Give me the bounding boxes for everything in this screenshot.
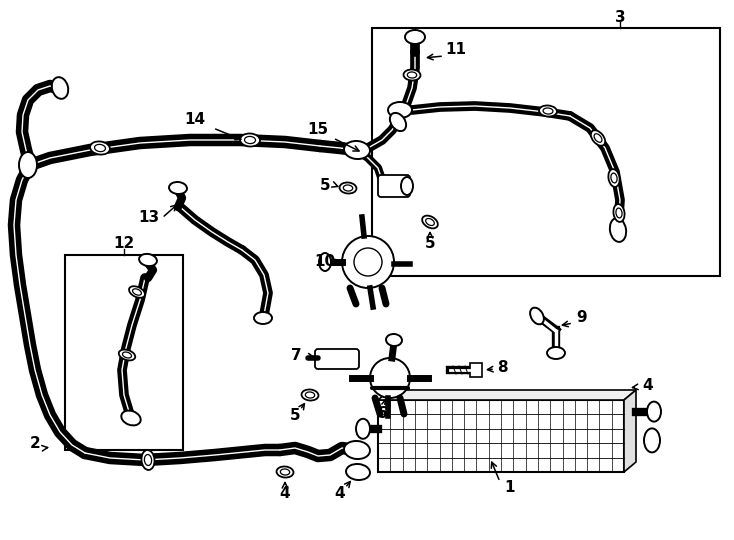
Ellipse shape	[388, 102, 412, 118]
Ellipse shape	[52, 77, 68, 99]
Ellipse shape	[594, 134, 602, 142]
Text: 14: 14	[184, 112, 206, 127]
Text: 1: 1	[505, 481, 515, 496]
Ellipse shape	[133, 289, 142, 295]
Ellipse shape	[539, 105, 557, 117]
Ellipse shape	[386, 334, 402, 346]
Ellipse shape	[356, 419, 370, 439]
Text: 6: 6	[377, 406, 388, 421]
Ellipse shape	[305, 392, 315, 398]
Bar	[65, 255, 183, 450]
Text: 9: 9	[577, 310, 587, 326]
Ellipse shape	[644, 428, 660, 453]
Ellipse shape	[19, 152, 37, 178]
Ellipse shape	[616, 208, 622, 218]
Text: 5: 5	[425, 235, 435, 251]
Ellipse shape	[280, 469, 290, 475]
Text: 5: 5	[290, 408, 300, 422]
Ellipse shape	[346, 464, 370, 480]
Ellipse shape	[614, 204, 625, 222]
Text: 7: 7	[291, 348, 302, 362]
Text: 15: 15	[308, 123, 329, 138]
Bar	[378, 400, 624, 472]
Ellipse shape	[121, 410, 141, 426]
Ellipse shape	[647, 402, 661, 422]
Circle shape	[354, 248, 382, 276]
Ellipse shape	[422, 215, 438, 228]
Text: 4: 4	[643, 377, 653, 393]
Ellipse shape	[319, 253, 331, 271]
Polygon shape	[378, 390, 636, 400]
Ellipse shape	[244, 137, 255, 144]
Ellipse shape	[401, 177, 413, 195]
Ellipse shape	[340, 183, 357, 193]
Ellipse shape	[145, 455, 152, 465]
Ellipse shape	[426, 219, 435, 226]
Text: 4: 4	[335, 487, 345, 502]
Ellipse shape	[119, 349, 135, 360]
Ellipse shape	[240, 133, 260, 146]
Ellipse shape	[95, 144, 106, 152]
Ellipse shape	[610, 218, 626, 242]
Text: 10: 10	[314, 254, 335, 269]
Ellipse shape	[405, 30, 425, 44]
Text: 13: 13	[139, 211, 159, 226]
Ellipse shape	[302, 389, 319, 401]
Text: 2: 2	[29, 435, 40, 450]
Ellipse shape	[90, 141, 110, 154]
FancyBboxPatch shape	[315, 349, 359, 369]
Ellipse shape	[407, 72, 417, 78]
Ellipse shape	[277, 467, 294, 477]
Ellipse shape	[611, 173, 617, 183]
Circle shape	[370, 358, 410, 398]
Text: 11: 11	[446, 43, 467, 57]
Ellipse shape	[344, 441, 370, 459]
Text: 12: 12	[113, 237, 134, 252]
FancyBboxPatch shape	[378, 175, 410, 197]
Text: 8: 8	[497, 361, 507, 375]
Ellipse shape	[123, 352, 131, 358]
Ellipse shape	[404, 70, 421, 80]
Ellipse shape	[169, 182, 187, 194]
Ellipse shape	[344, 141, 370, 159]
Text: 5: 5	[320, 178, 330, 192]
Bar	[372, 28, 720, 276]
Ellipse shape	[547, 347, 565, 359]
Ellipse shape	[139, 254, 157, 266]
Ellipse shape	[390, 113, 406, 131]
Text: 4: 4	[280, 485, 291, 501]
Text: 3: 3	[614, 10, 625, 25]
Ellipse shape	[344, 185, 352, 191]
Circle shape	[342, 236, 394, 288]
Ellipse shape	[129, 286, 145, 298]
Ellipse shape	[254, 312, 272, 324]
Ellipse shape	[142, 450, 155, 470]
Ellipse shape	[608, 169, 619, 187]
Ellipse shape	[530, 308, 544, 325]
Bar	[470, 363, 482, 377]
Polygon shape	[624, 390, 636, 472]
Ellipse shape	[591, 130, 605, 146]
Ellipse shape	[543, 108, 553, 114]
